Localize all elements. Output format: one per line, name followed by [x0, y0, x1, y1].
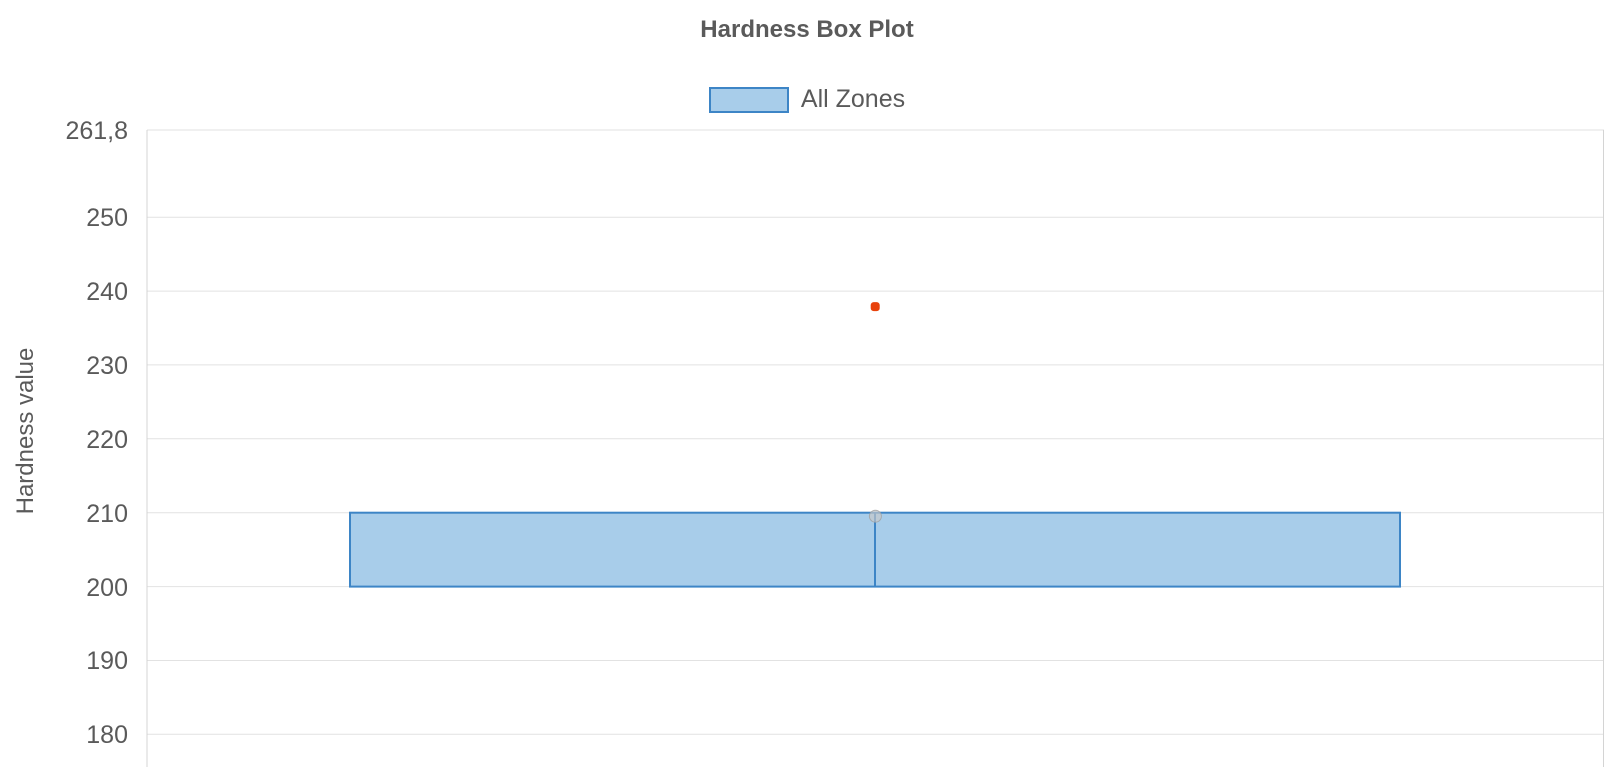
svg-text:240: 240	[86, 278, 128, 306]
svg-text:200: 200	[86, 574, 128, 602]
svg-text:190: 190	[86, 647, 128, 675]
svg-text:261,8: 261,8	[65, 117, 128, 145]
svg-text:230: 230	[86, 352, 128, 380]
svg-text:180: 180	[86, 721, 128, 749]
svg-text:210: 210	[86, 500, 128, 528]
svg-text:250: 250	[86, 204, 128, 232]
svg-text:220: 220	[86, 426, 128, 454]
